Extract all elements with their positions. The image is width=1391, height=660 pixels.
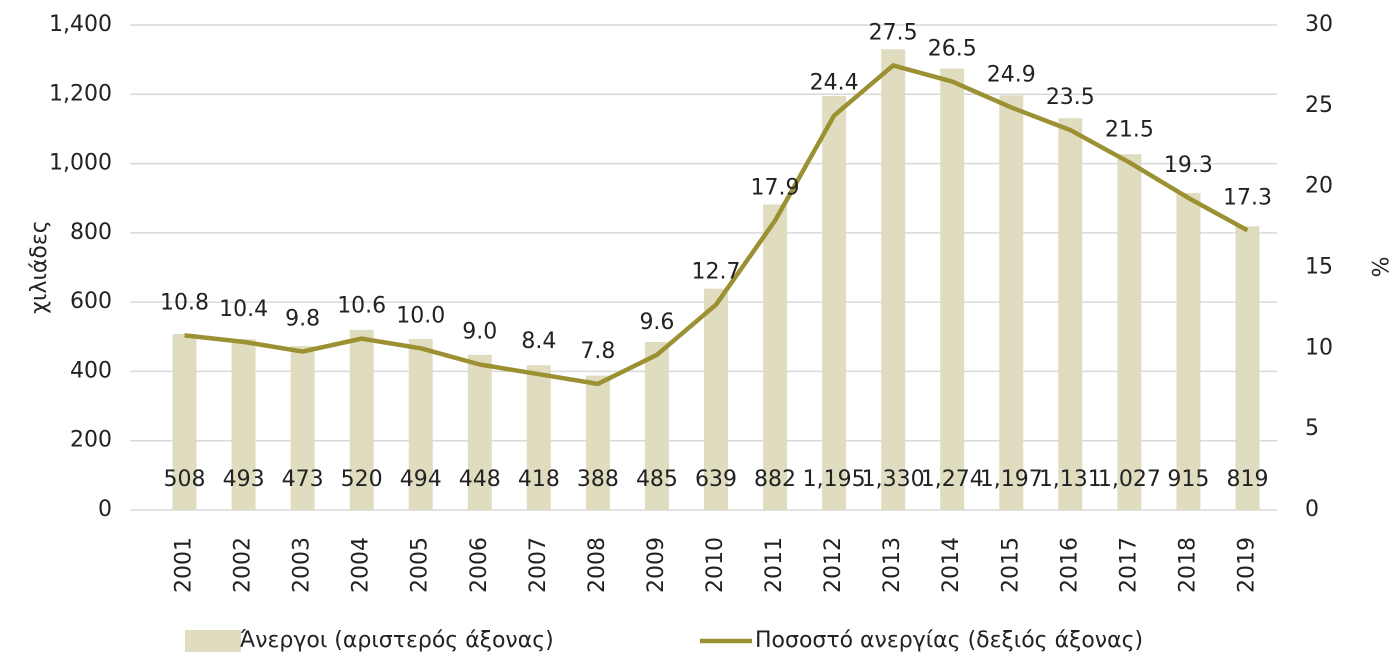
bar-value-label: 1,197 xyxy=(980,467,1043,492)
bar-value-label: 819 xyxy=(1226,467,1268,492)
y2-tick-label: 25 xyxy=(1305,93,1333,118)
legend-swatch xyxy=(185,630,241,652)
line-value-label: 26.5 xyxy=(928,37,977,62)
bar xyxy=(1117,154,1142,511)
y-tick-label: 1,400 xyxy=(49,12,112,37)
line-value-label: 8.4 xyxy=(521,329,556,354)
bar-value-label: 448 xyxy=(459,467,501,492)
line-value-label: 9.0 xyxy=(462,320,497,345)
x-tick-label: 2013 xyxy=(880,537,905,593)
bar-value-label: 915 xyxy=(1167,467,1209,492)
bar-value-label: 493 xyxy=(223,467,265,492)
bar-value-label: 418 xyxy=(518,467,560,492)
line-value-label: 24.4 xyxy=(810,71,859,96)
x-tick-label: 2005 xyxy=(408,537,433,593)
line-value-label: 24.9 xyxy=(987,62,1036,87)
y-axis-title: χιλιάδες xyxy=(27,220,52,313)
line-value-label: 27.5 xyxy=(869,20,918,45)
x-tick-label: 2014 xyxy=(939,537,964,593)
bar xyxy=(1058,118,1083,511)
y2-tick-label: 5 xyxy=(1305,416,1319,441)
line-value-label: 10.4 xyxy=(219,297,268,322)
y-tick-label: 600 xyxy=(70,289,112,314)
bar-value-label: 485 xyxy=(636,467,678,492)
line-value-label: 10.0 xyxy=(396,303,445,328)
x-tick-label: 2004 xyxy=(349,537,374,593)
x-tick-label: 2017 xyxy=(1116,537,1141,593)
y-tick-label: 1,000 xyxy=(49,151,112,176)
bar-value-label: 520 xyxy=(341,467,383,492)
bar xyxy=(940,68,965,511)
line-value-label: 21.5 xyxy=(1105,117,1154,142)
bar xyxy=(1235,226,1260,510)
line-value-label: 17.9 xyxy=(751,176,800,201)
bar xyxy=(1176,193,1201,510)
line-value-label: 9.6 xyxy=(639,310,674,335)
x-tick-label: 2011 xyxy=(762,537,787,593)
bar xyxy=(585,375,610,510)
x-tick-label: 2003 xyxy=(290,537,315,593)
bar xyxy=(999,95,1024,510)
y-tick-label: 800 xyxy=(70,220,112,245)
y2-tick-label: 30 xyxy=(1305,12,1333,37)
bar xyxy=(822,96,847,511)
x-tick-label: 2015 xyxy=(998,537,1023,593)
bar xyxy=(408,338,433,510)
line-value-label: 10.8 xyxy=(160,290,209,315)
y-tick-label: 1,200 xyxy=(49,81,112,106)
bar-value-label: 494 xyxy=(400,467,442,492)
x-tick-label: 2019 xyxy=(1234,537,1259,593)
line-value-label: 7.8 xyxy=(580,339,615,364)
x-tick-label: 2010 xyxy=(703,537,728,593)
x-tick-label: 2007 xyxy=(526,537,551,593)
bar-value-label: 1,027 xyxy=(1098,467,1161,492)
bar xyxy=(644,341,669,510)
line-value-label: 23.5 xyxy=(1046,85,1095,110)
y2-tick-label: 10 xyxy=(1305,335,1333,360)
bar-value-label: 882 xyxy=(754,467,796,492)
x-tick-label: 2006 xyxy=(467,537,492,593)
bar xyxy=(526,365,551,510)
line-value-label: 10.6 xyxy=(337,294,386,319)
line-value-label: 17.3 xyxy=(1223,185,1272,210)
x-tick-label: 2009 xyxy=(644,537,669,593)
bar xyxy=(704,288,728,510)
bar xyxy=(349,329,374,510)
y-tick-label: 200 xyxy=(70,428,112,453)
y-tick-label: 0 xyxy=(98,497,112,522)
x-tick-label: 2002 xyxy=(231,537,256,593)
y2-tick-label: 20 xyxy=(1305,174,1333,199)
y-tick-label: 400 xyxy=(70,358,112,383)
legend-label: Άνεργοι (αριστερός άξονας) xyxy=(240,628,554,653)
y2-tick-label: 15 xyxy=(1305,255,1333,280)
bar-value-label: 1,131 xyxy=(1039,467,1102,492)
bar-value-label: 1,195 xyxy=(803,467,866,492)
y2-tick-label: 0 xyxy=(1305,497,1319,522)
bar xyxy=(231,339,256,510)
bar xyxy=(467,354,492,510)
bar-value-label: 473 xyxy=(282,467,324,492)
bar xyxy=(172,334,197,510)
bar-value-label: 508 xyxy=(164,467,206,492)
line-value-label: 12.7 xyxy=(692,260,741,285)
x-tick-label: 2001 xyxy=(172,537,197,593)
x-tick-label: 2016 xyxy=(1057,537,1082,593)
bar-value-label: 1,330 xyxy=(862,467,925,492)
bar xyxy=(290,346,315,510)
line xyxy=(184,63,1249,387)
bar-value-label: 388 xyxy=(577,467,619,492)
y2-axis-title: % xyxy=(1366,257,1391,278)
line-value-label: 9.8 xyxy=(285,307,320,332)
x-tick-label: 2012 xyxy=(821,537,846,593)
legend-label: Ποσοστό ανεργίας (δεξιός άξονας) xyxy=(755,628,1143,653)
bar xyxy=(763,204,788,510)
line-value-label: 19.3 xyxy=(1164,153,1213,178)
bar-value-label: 1,274 xyxy=(921,467,984,492)
bar-value-label: 639 xyxy=(695,467,737,492)
bar xyxy=(881,49,906,510)
x-tick-label: 2018 xyxy=(1175,537,1200,593)
x-tick-label: 2008 xyxy=(585,537,610,593)
